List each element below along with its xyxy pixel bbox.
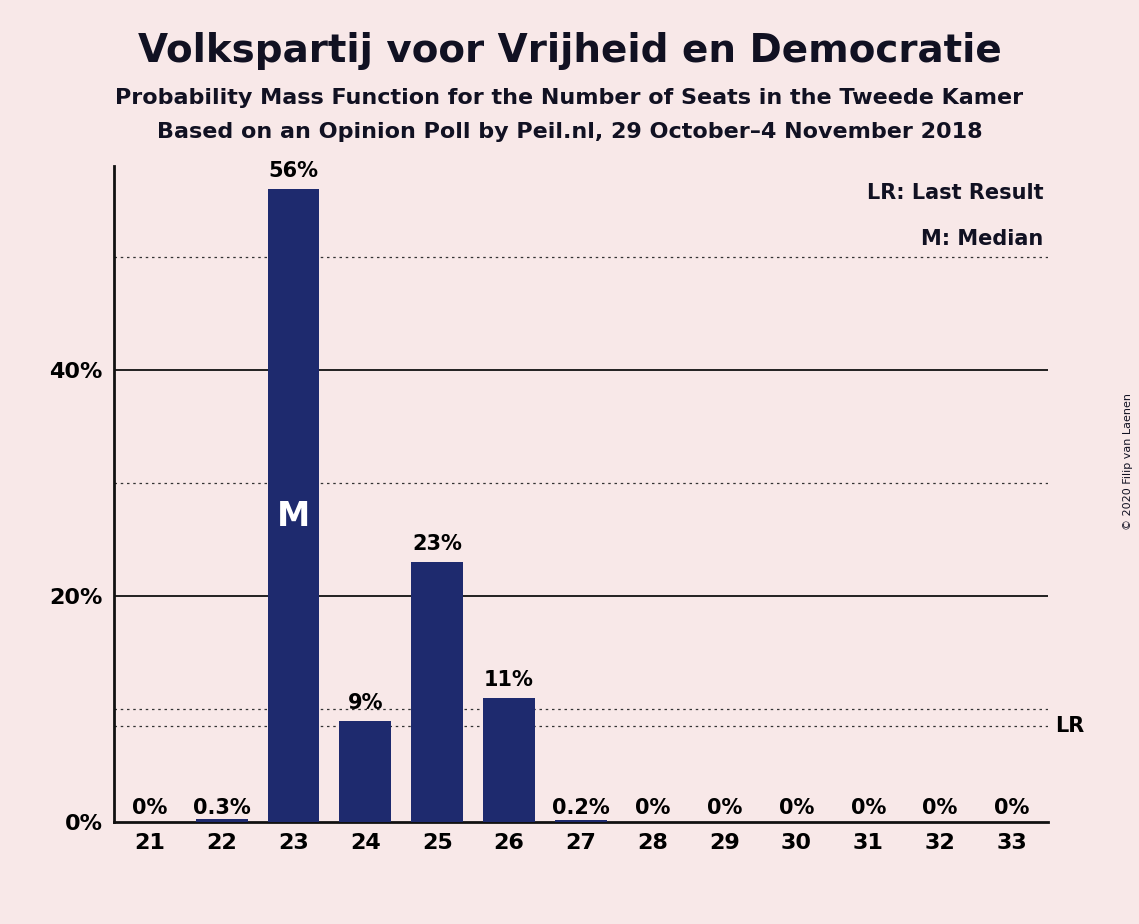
Text: © 2020 Filip van Laenen: © 2020 Filip van Laenen — [1123, 394, 1133, 530]
Text: 0%: 0% — [636, 797, 671, 818]
Text: 0.2%: 0.2% — [552, 797, 609, 818]
Bar — [411, 562, 464, 822]
Text: 0%: 0% — [132, 797, 167, 818]
Bar — [196, 819, 247, 822]
Bar — [483, 698, 535, 822]
Text: 0%: 0% — [923, 797, 958, 818]
Text: Probability Mass Function for the Number of Seats in the Tweede Kamer: Probability Mass Function for the Number… — [115, 88, 1024, 108]
Text: LR: LR — [1055, 716, 1084, 736]
Text: 11%: 11% — [484, 670, 534, 690]
Text: Volkspartij voor Vrijheid en Democratie: Volkspartij voor Vrijheid en Democratie — [138, 32, 1001, 70]
Text: 0%: 0% — [707, 797, 743, 818]
Text: 0%: 0% — [779, 797, 814, 818]
Bar — [268, 188, 319, 822]
Text: 0%: 0% — [851, 797, 886, 818]
Bar — [339, 721, 391, 822]
Text: 23%: 23% — [412, 534, 462, 554]
Text: 0%: 0% — [994, 797, 1030, 818]
Text: 9%: 9% — [347, 693, 383, 712]
Bar — [555, 821, 607, 822]
Text: LR: Last Result: LR: Last Result — [867, 183, 1043, 202]
Text: 56%: 56% — [269, 161, 319, 181]
Text: M: M — [277, 501, 310, 533]
Text: Based on an Opinion Poll by Peil.nl, 29 October–4 November 2018: Based on an Opinion Poll by Peil.nl, 29 … — [157, 122, 982, 142]
Text: 0.3%: 0.3% — [192, 797, 251, 818]
Text: M: Median: M: Median — [921, 228, 1043, 249]
